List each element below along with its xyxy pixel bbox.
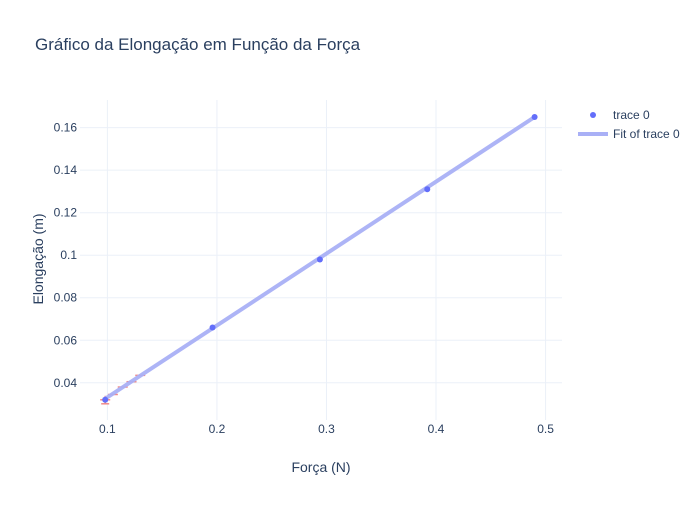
legend-item[interactable]: Fit of trace 0 bbox=[578, 127, 680, 141]
y-tick-label: 0.16 bbox=[54, 121, 78, 135]
data-point bbox=[424, 186, 431, 193]
data-point bbox=[531, 114, 538, 121]
y-axis-title: Elongação (m) bbox=[30, 213, 46, 304]
data-points bbox=[102, 114, 538, 403]
x-tick-label: 0.4 bbox=[428, 422, 445, 436]
y-tick-label: 0.12 bbox=[54, 206, 78, 220]
x-tick-label: 0.3 bbox=[318, 422, 335, 436]
data-point bbox=[209, 324, 216, 331]
y-tick-label: 0.1 bbox=[60, 248, 77, 262]
y-tick-label: 0.08 bbox=[54, 291, 78, 305]
x-tick-label: 0.1 bbox=[99, 422, 116, 436]
y-tick-label: 0.14 bbox=[54, 163, 78, 177]
legend[interactable]: trace 0 Fit of trace 0 bbox=[578, 108, 680, 141]
legend-label: Fit of trace 0 bbox=[613, 127, 680, 141]
legend-item[interactable]: trace 0 bbox=[590, 108, 650, 122]
x-tick-label: 0.5 bbox=[537, 422, 554, 436]
data-point bbox=[102, 396, 109, 403]
data-point bbox=[316, 256, 323, 263]
legend-label: trace 0 bbox=[613, 108, 650, 122]
chart-title: Gráfico da Elongação em Função da Força bbox=[35, 35, 361, 54]
x-tick-label: 0.2 bbox=[209, 422, 226, 436]
x-axis-title: Força (N) bbox=[291, 459, 350, 475]
y-tick-label: 0.06 bbox=[54, 333, 78, 347]
y-tick-label: 0.04 bbox=[54, 376, 78, 390]
legend-marker-swatch bbox=[590, 112, 596, 118]
axis-ticks: 0.1 0.2 0.3 0.4 0.5 0.04 0.06 0.08 0.1 0.12 0.14 0.… bbox=[54, 121, 555, 436]
